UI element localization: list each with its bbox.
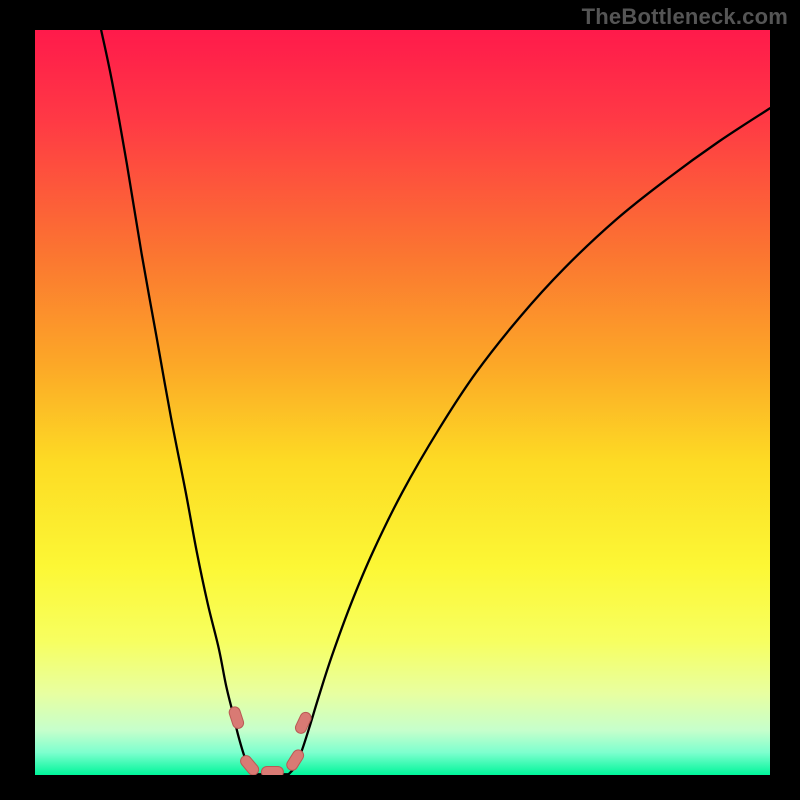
- marker-0: [228, 705, 245, 729]
- chart-plot-area: [35, 30, 770, 775]
- marker-2: [261, 767, 283, 775]
- chart-svg: [35, 30, 770, 775]
- curve-left-curve: [101, 30, 255, 774]
- marker-3: [285, 748, 306, 772]
- marker-1: [238, 753, 261, 775]
- watermark-text: TheBottleneck.com: [582, 4, 788, 30]
- curve-right-curve: [289, 108, 770, 774]
